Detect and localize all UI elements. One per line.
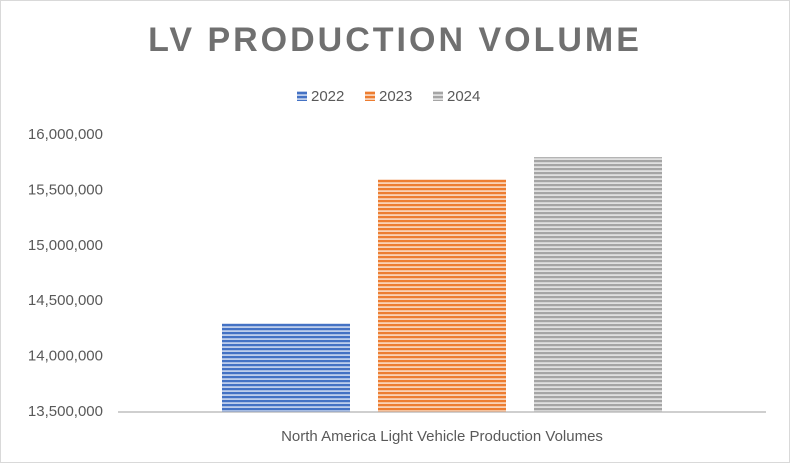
legend-swatch <box>297 91 307 101</box>
x-tick-label: North America Light Vehicle Production V… <box>281 428 603 445</box>
y-tick-label: 14,000,000 <box>28 348 103 365</box>
legend-label: 2023 <box>379 88 412 105</box>
bar <box>378 179 506 412</box>
y-tick-label: 15,500,000 <box>28 181 103 198</box>
chart-title: LV PRODUCTION VOLUME <box>148 21 642 59</box>
bar <box>222 323 350 412</box>
y-tick-label: 14,500,000 <box>28 292 103 309</box>
legend-label: 2024 <box>447 88 480 105</box>
legend-swatch <box>433 91 443 101</box>
y-tick-label: 16,000,000 <box>28 126 103 143</box>
legend-label: 2022 <box>311 88 344 105</box>
y-tick-label: 15,000,000 <box>28 237 103 254</box>
legend-swatch <box>365 91 375 101</box>
bar <box>534 157 662 412</box>
y-tick-label: 13,500,000 <box>28 403 103 420</box>
